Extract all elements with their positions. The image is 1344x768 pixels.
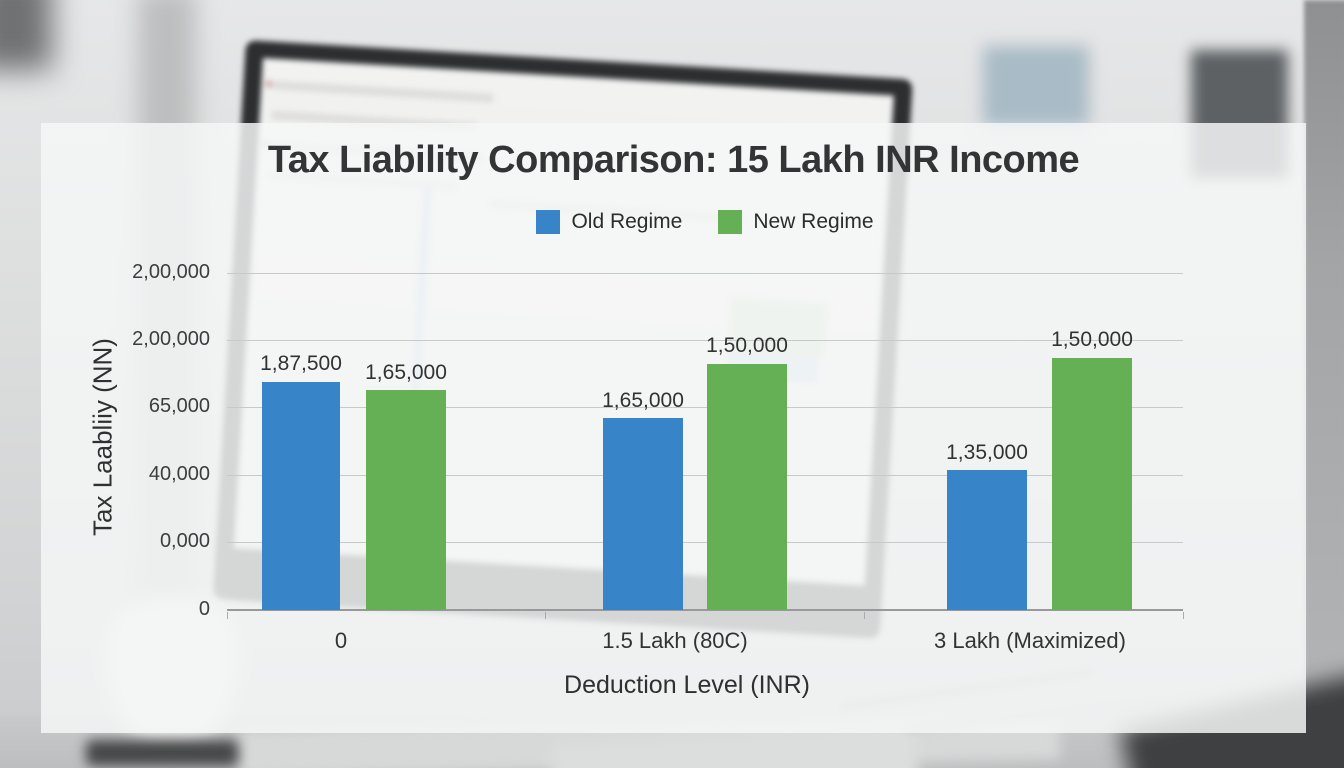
- x-axis-title: Deduction Level (INR): [564, 671, 810, 699]
- axis-tick: [1183, 612, 1184, 619]
- gridline: [227, 273, 1183, 274]
- y-tick-label: 2,00,000: [132, 261, 210, 283]
- bar-new-regime-1: [707, 364, 787, 610]
- axis-tick: [545, 612, 546, 619]
- legend-item-new-regime: New Regime: [718, 210, 874, 234]
- legend-item-old-regime: Old Regime: [536, 210, 682, 234]
- x-tick-label: 3 Lakh (Maximized): [934, 628, 1126, 653]
- legend-swatch-old-regime: [536, 210, 561, 234]
- legend-label-new-regime: New Regime: [753, 210, 874, 233]
- background-right-column: [1304, 0, 1344, 768]
- axis-tick: [227, 612, 228, 619]
- legend-label-old-regime: Old Regime: [571, 210, 683, 233]
- bar-value-label: 1,35,000: [946, 441, 1028, 464]
- bar-value-label: 1,50,000: [1051, 328, 1133, 351]
- x-tick-label: 1.5 Lakh (80C): [602, 628, 748, 653]
- bar-value-label: 1,65,000: [365, 361, 447, 384]
- background-blue-object: [983, 46, 1089, 126]
- bar-old-regime-0: [262, 382, 340, 610]
- x-axis-line: [227, 609, 1183, 611]
- gridline: [227, 407, 1183, 408]
- bar-new-regime-0: [366, 390, 446, 610]
- y-tick-label: 0: [198, 598, 210, 620]
- bar-new-regime-2: [1052, 358, 1132, 610]
- gridline: [227, 340, 1183, 341]
- y-tick-label: 2,00,000: [132, 328, 210, 350]
- y-tick-label: 65,000: [148, 395, 210, 417]
- cup-coaster: [86, 740, 238, 766]
- x-tick-label: 0: [334, 628, 348, 653]
- legend-swatch-new-regime: [718, 210, 743, 234]
- axis-tick: [864, 612, 865, 619]
- chart-legend: Old Regime New Regime: [227, 210, 1183, 234]
- chart-panel: Tax Liability Comparison: 15 Lakh INR In…: [41, 123, 1306, 733]
- bar-value-label: 1,87,500: [260, 352, 342, 375]
- bar-old-regime-2: [947, 470, 1027, 610]
- bar-value-label: 1,65,000: [602, 389, 684, 412]
- y-tick-label: 40,000: [148, 463, 210, 485]
- y-tick-label: 0,000: [159, 530, 210, 552]
- gridline: [227, 475, 1183, 476]
- chart-title: Tax Liability Comparison: 15 Lakh INR In…: [267, 139, 1080, 181]
- bar-value-label: 1,50,000: [706, 334, 788, 357]
- bar-old-regime-1: [603, 418, 683, 610]
- gridline: [227, 542, 1183, 543]
- top-left-dark-object: [0, 0, 52, 70]
